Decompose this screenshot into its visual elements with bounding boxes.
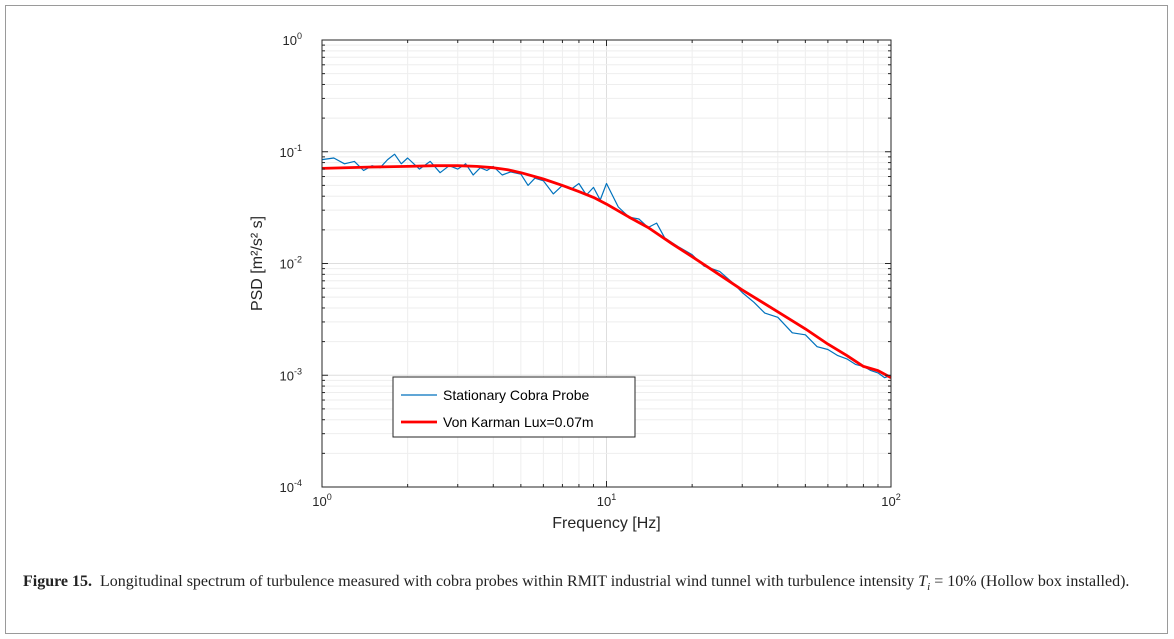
figure-frame [5, 5, 1168, 634]
caption-label: Figure 15. [23, 573, 93, 590]
legend-label-2: Von Karman Lux=0.07m [443, 414, 594, 430]
y-tick-label: 100 [283, 31, 302, 48]
series-line-1 [321, 153, 892, 379]
x-axis-label: Frequency [Hz] [552, 515, 660, 532]
figure-caption: Figure 15. Longitudinal spectrum of turbu… [23, 571, 1148, 598]
x-tick-label: 101 [597, 492, 616, 509]
y-tick-label: 10-4 [280, 478, 302, 495]
y-tick-label: 10-3 [280, 366, 302, 383]
caption-math-rest: = 10% [930, 573, 977, 590]
caption-text-end: (Hollow box installed). [980, 573, 1130, 590]
legend-box [392, 376, 636, 438]
caption-text: Longitudinal spectrum of turbulence meas… [100, 573, 915, 590]
caption-math-var: T [918, 573, 928, 590]
series-line-2 [321, 164, 892, 379]
x-tick-label: 100 [312, 492, 331, 509]
tick-marks [321, 40, 891, 488]
series-group [321, 153, 892, 379]
legend: Stationary Cobra Probe Von Karman Lux=0.0… [392, 376, 636, 438]
caption-math: Ti = 10% [918, 573, 977, 594]
y-axis-label: PSD [m²/s² s] [249, 216, 266, 311]
legend-label-1: Stationary Cobra Probe [443, 387, 590, 403]
x-tick-label: 102 [881, 492, 900, 509]
y-tick-label: 10-2 [280, 255, 302, 272]
caption-math-sub: i [927, 581, 931, 594]
y-tick-label: 10-1 [280, 143, 302, 160]
